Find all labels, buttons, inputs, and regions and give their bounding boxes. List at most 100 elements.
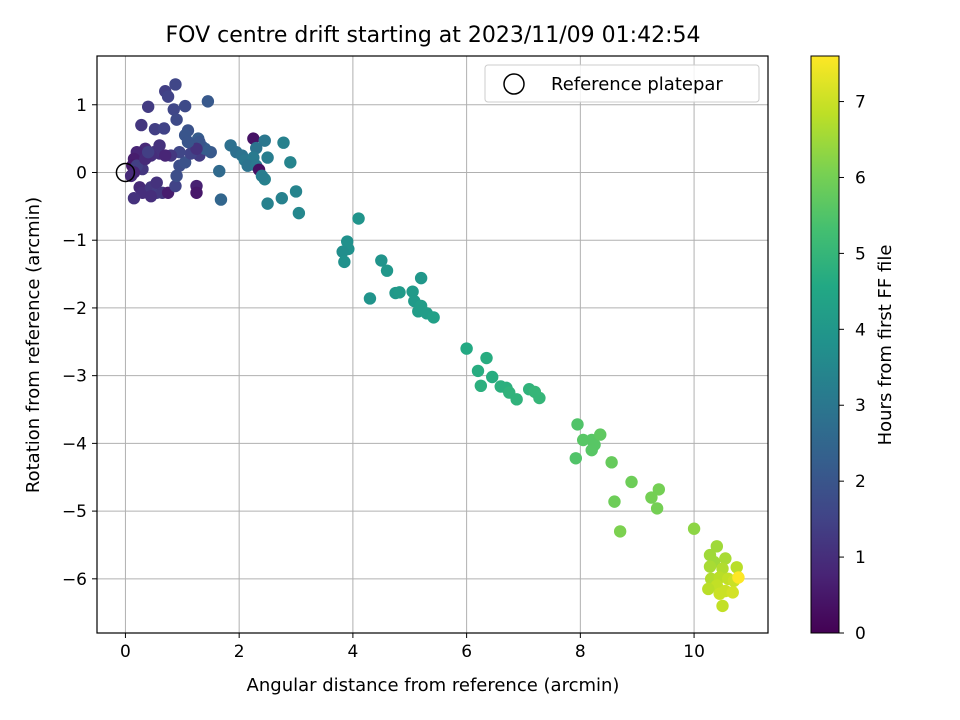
data-point: [261, 151, 274, 164]
colorbar-label: Hours from first FF file: [875, 245, 896, 446]
y-tick-label: 0: [76, 163, 87, 183]
x-tick-label: 4: [347, 642, 358, 662]
data-point: [127, 192, 141, 205]
y-tick-label: −3: [62, 367, 87, 387]
data-point: [247, 132, 260, 145]
data-point: [594, 428, 607, 441]
data-point: [277, 136, 290, 149]
data-point: [170, 169, 183, 183]
data-point: [702, 582, 715, 596]
data-point: [460, 342, 473, 355]
colorbar-tick-label: 3: [855, 396, 866, 416]
y-tick-label: −2: [62, 299, 87, 319]
data-point: [153, 139, 166, 152]
data-point: [178, 99, 192, 113]
colorbar: 0 1 2 3 4 5 6 7 Hours from first FF file: [810, 55, 896, 644]
data-point: [732, 571, 745, 584]
y-axis-ticks: −6 −5 −4 −3 −2 −1 0 1: [62, 96, 97, 590]
x-axis-ticks: 0 2 4 6 8 10: [120, 633, 705, 662]
x-tick-label: 10: [683, 642, 705, 662]
x-tick-label: 0: [120, 642, 131, 662]
data-point: [414, 271, 428, 285]
colorbar-tick-label: 5: [855, 244, 866, 264]
data-point: [214, 193, 228, 206]
legend-box: [484, 64, 760, 103]
data-point: [713, 587, 726, 600]
data-point: [471, 364, 485, 378]
grid-lines: [97, 56, 768, 633]
data-point: [710, 540, 724, 553]
data-point: [608, 495, 621, 508]
data-point: [585, 443, 598, 457]
y-tick-label: −6: [62, 570, 87, 590]
colorbar-tick-label: 7: [855, 93, 866, 113]
x-tick-label: 6: [461, 642, 472, 662]
data-point: [170, 113, 183, 126]
data-point: [375, 254, 388, 267]
data-point: [576, 433, 590, 447]
data-point: [181, 135, 195, 149]
data-point: [363, 292, 377, 305]
data-point: [652, 483, 666, 496]
y-tick-label: −4: [62, 434, 87, 454]
data-point: [292, 206, 306, 220]
data-point: [169, 179, 182, 193]
data-point: [284, 156, 297, 169]
y-tick-label: −5: [62, 502, 87, 522]
legend-entry-reference: Reference platepar: [551, 74, 723, 95]
data-point: [250, 141, 263, 155]
data-point: [533, 391, 546, 405]
data-point: [645, 491, 658, 504]
data-point: [380, 264, 394, 277]
colorbar-tick-label: 6: [855, 168, 866, 188]
data-point: [650, 502, 664, 515]
data-point: [275, 192, 289, 205]
y-axis-label: Rotation from reference (arcmin): [23, 197, 44, 493]
data-point: [159, 149, 172, 162]
data-point: [480, 351, 493, 365]
data-point: [135, 118, 148, 132]
data-point: [726, 586, 739, 599]
data-point: [719, 552, 732, 565]
x-axis-label: Angular distance from reference (arcmin): [247, 675, 620, 696]
x-tick-label: 2: [234, 642, 245, 662]
data-point: [571, 418, 584, 431]
data-point: [393, 286, 406, 299]
data-point: [161, 90, 175, 103]
data-point: [510, 393, 523, 406]
reference-point: [115, 162, 136, 183]
data-point: [141, 100, 155, 113]
x-tick-label: 8: [575, 642, 586, 662]
data-point: [190, 142, 203, 155]
colorbar-gradient: [810, 55, 840, 634]
y-tick-label: −1: [62, 231, 87, 251]
colorbar-tick-label: 2: [855, 472, 866, 492]
data-point: [474, 379, 488, 393]
data-point: [486, 370, 499, 384]
legend: Reference platepar: [484, 64, 760, 103]
colorbar-ticks: 0 1 2 3 4 5 6 7: [839, 93, 866, 644]
plot-frame: [96, 55, 769, 634]
data-point: [241, 159, 254, 172]
reference-platepar-marker: [115, 162, 136, 183]
data-point: [167, 103, 180, 116]
data-point: [730, 561, 743, 574]
legend-reference-marker: [503, 73, 525, 95]
colorbar-tick-label: 0: [855, 624, 866, 644]
data-point: [613, 525, 627, 538]
data-point: [625, 475, 638, 489]
data-point: [178, 156, 192, 169]
data-point: [406, 285, 419, 298]
data-points: [124, 78, 745, 613]
data-point: [190, 186, 203, 200]
y-tick-label: 1: [76, 96, 87, 116]
data-point: [169, 78, 182, 91]
colorbar-tick-label: 1: [855, 548, 866, 568]
data-point: [289, 185, 303, 198]
chart-title: FOV centre drift starting at 2023/11/09 …: [166, 23, 701, 48]
data-point: [427, 311, 440, 324]
data-point: [258, 134, 271, 147]
data-point: [157, 122, 171, 135]
data-point: [338, 255, 351, 269]
